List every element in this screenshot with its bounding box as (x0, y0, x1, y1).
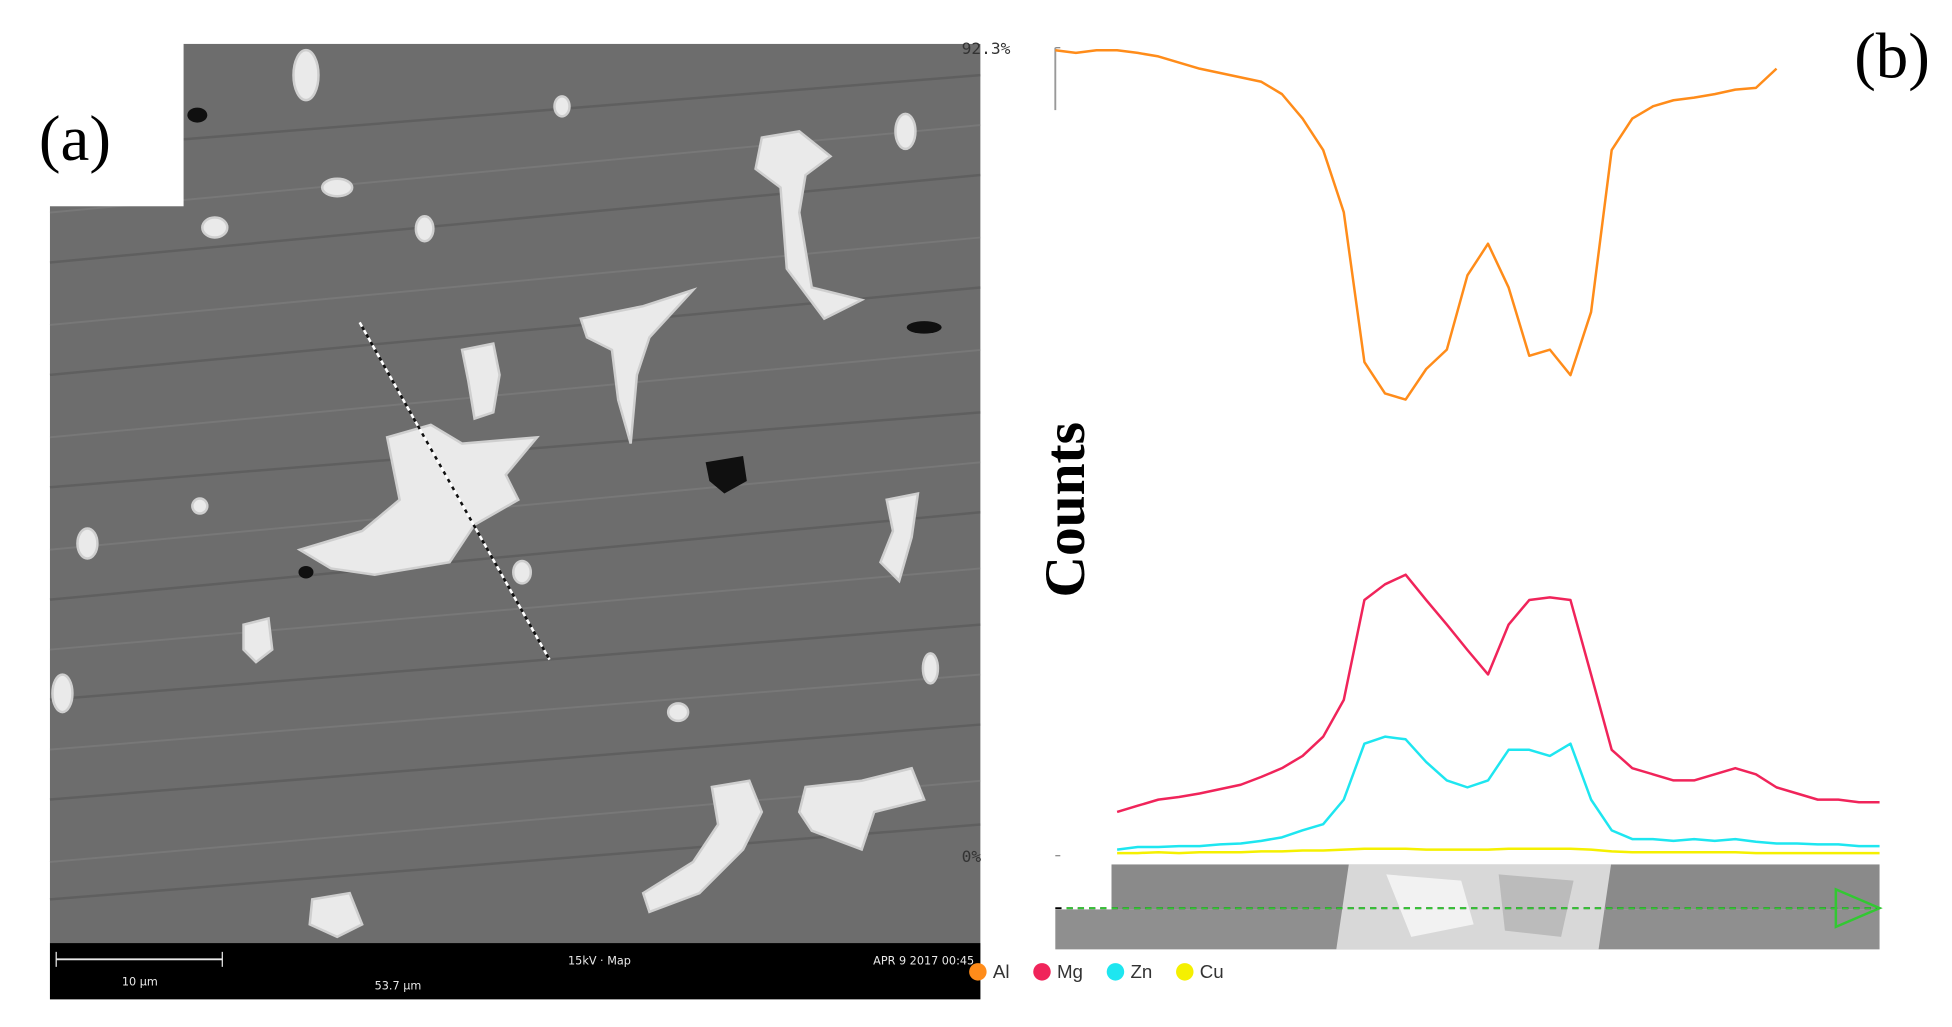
data-line (1116, 573, 1880, 814)
scale-bar-label: 10 µm (122, 976, 158, 989)
data-line (1055, 49, 1778, 401)
legend-marker (1176, 963, 1194, 981)
legend: Al Mg Zn Cu (969, 961, 1224, 982)
y-axis-label: Counts (1034, 422, 1097, 598)
sem-image: 10 µm 15kV · Map APR 9 2017 00:45 53.7 µ… (0, 37, 981, 1000)
plot-area: 92.3% 0% (962, 39, 1880, 866)
y-tick-label: 92.3% (962, 39, 1011, 58)
legend-marker (969, 963, 987, 981)
y-tick-label: 0% (962, 847, 982, 866)
panel-label: (b) (1854, 21, 1930, 93)
legend-label: Cu (1200, 961, 1224, 982)
scan-strip (1055, 864, 1883, 950)
sem-date: APR 9 2017 00:45 (873, 954, 974, 967)
panel-label: (a) (39, 103, 111, 175)
legend-marker (1033, 963, 1051, 981)
legend-label: Al (993, 961, 1010, 982)
legend-label: Zn (1130, 961, 1152, 982)
legend-marker (1106, 963, 1125, 981)
sem-info: 15kV · Map (568, 954, 631, 967)
data-line (1116, 735, 1880, 851)
field-width: 53.7 µm (375, 979, 422, 992)
data-line (1117, 847, 1880, 855)
legend-label: Mg (1057, 961, 1083, 982)
